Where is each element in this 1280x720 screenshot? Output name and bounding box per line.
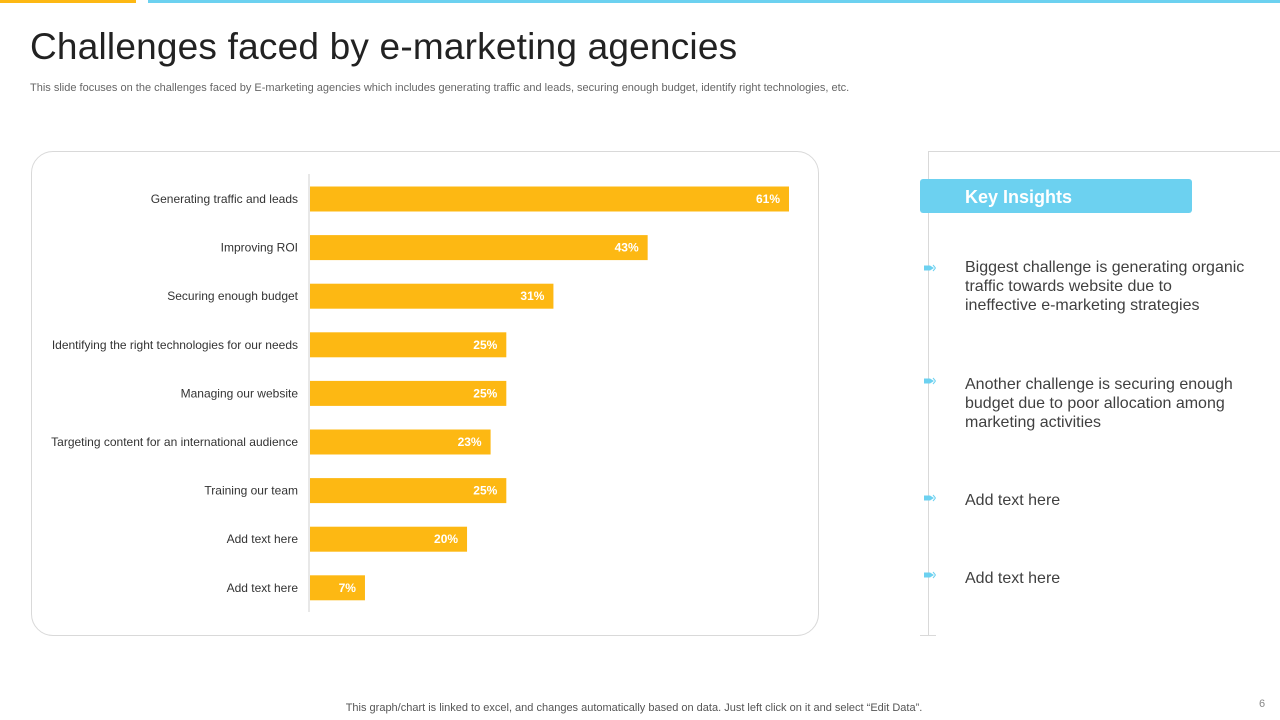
bar-value-label: 31% bbox=[520, 289, 544, 303]
key-insights-title: Key Insights bbox=[965, 187, 1073, 207]
bar[interactable] bbox=[310, 380, 507, 406]
insight-text-4: Add text here bbox=[965, 570, 1061, 587]
arrow-bullet-icon bbox=[924, 571, 936, 579]
bar[interactable] bbox=[310, 186, 789, 212]
bar-value-label: 43% bbox=[615, 241, 639, 255]
category-label: Training our team bbox=[204, 484, 298, 498]
arrow-bullet-icon bbox=[924, 264, 936, 272]
bar-chart[interactable]: Generating traffic and leads 61% Improving… bbox=[32, 152, 820, 637]
top-accent-bar-yellow bbox=[0, 0, 136, 3]
category-label: Add text here bbox=[227, 532, 299, 546]
arrow-bullet-icon bbox=[924, 377, 936, 385]
category-label: Securing enough budget bbox=[167, 289, 298, 303]
bar[interactable] bbox=[310, 526, 468, 552]
page-subtitle: This slide focuses on the challenges fac… bbox=[30, 82, 850, 94]
insight-text-2: Another challenge is securing enough bud… bbox=[965, 376, 1233, 431]
bar-value-label: 25% bbox=[473, 484, 497, 498]
insight-text-1: Biggest challenge is generating organic … bbox=[965, 259, 1245, 314]
bar[interactable] bbox=[310, 235, 648, 261]
chart-panel[interactable]: Generating traffic and leads 61% Improving… bbox=[31, 151, 819, 636]
category-label: Generating traffic and leads bbox=[151, 192, 298, 206]
footer-note: This graph/chart is linked to excel, and… bbox=[345, 702, 923, 714]
category-label: Identifying the right technologies for o… bbox=[52, 338, 298, 352]
insights-divider-vertical bbox=[928, 151, 929, 636]
bar[interactable] bbox=[310, 283, 554, 309]
top-accent-bar-blue bbox=[148, 0, 1280, 3]
insight-text-3: Add text here bbox=[965, 492, 1061, 509]
bar[interactable] bbox=[310, 332, 507, 358]
page-title: Challenges faced by e-marketing agencies bbox=[30, 26, 738, 67]
bar[interactable] bbox=[310, 429, 491, 455]
page-number: 6 bbox=[1259, 698, 1266, 710]
bar-value-label: 25% bbox=[473, 386, 497, 400]
category-label: Targeting content for an international a… bbox=[51, 435, 298, 449]
bar-value-label: 23% bbox=[458, 435, 482, 449]
bar-value-label: 61% bbox=[756, 192, 780, 206]
category-label: Improving ROI bbox=[221, 241, 298, 255]
key-insights-panel: Key Insights Biggest challenge is genera… bbox=[920, 151, 1280, 636]
insights-divider-foot bbox=[920, 635, 936, 636]
category-label: Add text here bbox=[227, 581, 299, 595]
insights-divider-top bbox=[928, 151, 1280, 152]
bar-value-label: 20% bbox=[434, 532, 458, 546]
bar[interactable] bbox=[310, 575, 365, 601]
bar[interactable] bbox=[310, 478, 507, 504]
category-label: Managing our website bbox=[181, 386, 299, 400]
bar-value-label: 25% bbox=[473, 338, 497, 352]
key-insights-header: Key Insights bbox=[920, 179, 1192, 213]
bar-value-label: 7% bbox=[339, 581, 357, 595]
arrow-bullet-icon bbox=[924, 494, 936, 502]
